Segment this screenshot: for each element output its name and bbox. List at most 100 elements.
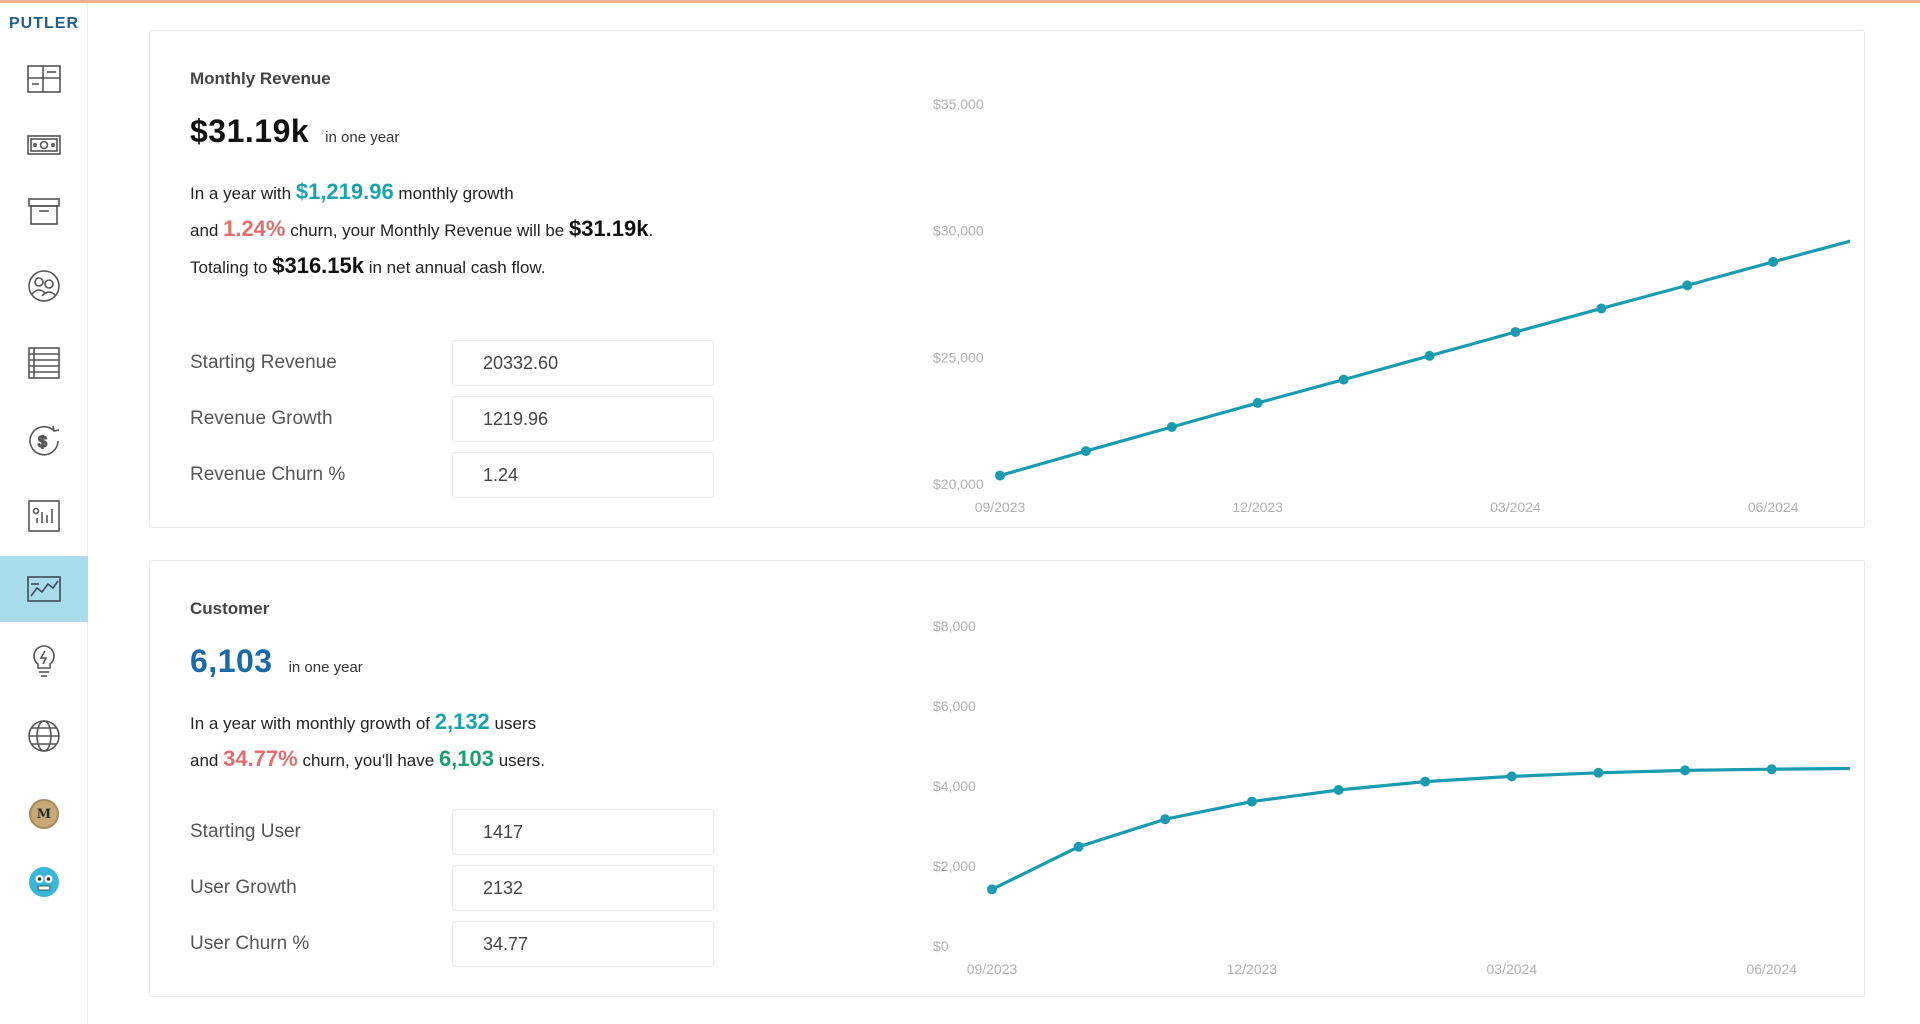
archive-box-icon <box>28 198 60 225</box>
app-logo[interactable]: PUTLER <box>9 15 79 32</box>
projected-value: $31.19k <box>568 216 649 241</box>
customers-icon <box>28 270 60 302</box>
products-nav[interactable] <box>0 178 88 244</box>
data-point[interactable] <box>1420 776 1431 787</box>
customers-nav[interactable] <box>0 253 88 319</box>
starting-user-input[interactable]: 1417 <box>452 809 714 855</box>
data-point[interactable] <box>1680 765 1691 776</box>
data-point[interactable] <box>1506 771 1517 782</box>
x-tick-label: 12/2023 <box>1232 499 1283 515</box>
reports-icon <box>28 500 60 532</box>
data-point[interactable] <box>1333 785 1344 795</box>
desc-text: In a year with <box>190 184 296 203</box>
data-point[interactable] <box>1424 350 1435 361</box>
y-tick-label: $30,000 <box>933 223 984 239</box>
churn-value: 34.77% <box>223 746 298 771</box>
revenue-description: In a year with $1,219.96 monthly growth … <box>190 174 653 285</box>
desc-text: Totaling to <box>190 258 273 277</box>
desc-text: monthly growth <box>393 184 514 203</box>
card-title: Monthly Revenue <box>190 69 331 88</box>
desc-text: and <box>190 751 224 770</box>
data-point[interactable] <box>1766 764 1777 775</box>
customer-forecast-chart: $0 $2,000 $4,000 $6,000 $8,000 09/2023 12/2023… <box>933 618 1850 977</box>
global-nav[interactable] <box>0 703 88 769</box>
user-growth-input[interactable]: 2132 <box>452 865 714 911</box>
svg-text:$: $ <box>38 434 47 451</box>
desc-text: churn, your Monthly Revenue will be <box>285 221 569 240</box>
desc-text: churn, you'll have <box>297 751 439 770</box>
help-nav[interactable] <box>0 849 88 915</box>
list-icon <box>28 347 60 379</box>
y-tick-label: $25,000 <box>933 349 984 365</box>
field-label: User Growth <box>190 877 297 898</box>
data-point[interactable] <box>1510 327 1521 337</box>
churn-value: 1.24% <box>223 216 286 241</box>
data-point[interactable] <box>1252 397 1263 408</box>
desc-text: users <box>489 714 537 733</box>
user-growth-row: User Growth 2132 <box>190 865 720 911</box>
starting-revenue-row: Starting Revenue 20332.60 <box>190 340 720 386</box>
data-point[interactable] <box>1596 303 1607 314</box>
forecast-value: 6,103 <box>190 643 273 679</box>
field-label: Revenue Churn % <box>190 464 346 485</box>
x-tick-label: 09/2023 <box>975 499 1026 515</box>
account-nav[interactable]: M <box>0 781 88 847</box>
globe-icon <box>28 720 60 752</box>
revenue-churn-row: Revenue Churn % 1.24 <box>190 452 720 498</box>
user-churn-row: User Churn % 34.77 <box>190 921 720 967</box>
data-point[interactable] <box>995 470 1005 481</box>
data-point[interactable] <box>1338 374 1349 385</box>
starting-user-row: Starting User 1417 <box>190 809 720 855</box>
y-tick-label: $8,000 <box>933 618 976 634</box>
customer-card: Customer 6,103 in one year In a year wit… <box>149 560 1865 997</box>
data-point[interactable] <box>1073 841 1084 852</box>
y-tick-label: $35,000 <box>933 96 984 112</box>
data-point[interactable] <box>1593 767 1604 778</box>
x-tick-label: 03/2024 <box>1490 499 1541 515</box>
series-line <box>999 239 1850 478</box>
x-tick-label: 06/2024 <box>1748 499 1799 515</box>
data-point[interactable] <box>1166 422 1177 432</box>
revenue-churn-input[interactable]: 1.24 <box>452 452 714 498</box>
x-tick-label: 12/2023 <box>1227 961 1278 977</box>
x-tick-label: 06/2024 <box>1746 961 1797 977</box>
data-point[interactable] <box>1160 814 1171 825</box>
field-label: Revenue Growth <box>190 408 333 429</box>
y-tick-label: $2,000 <box>933 858 976 874</box>
data-point[interactable] <box>1080 446 1091 457</box>
y-tick-label: $20,000 <box>933 476 984 492</box>
field-label: Starting Revenue <box>190 352 337 373</box>
top-accent-line <box>0 0 1920 3</box>
revenue-forecast-chart: $20,000 $25,000 $30,000 $35,000 09/2023 12/20… <box>933 96 1850 515</box>
y-tick-label: $4,000 <box>933 778 976 794</box>
revenue-growth-input[interactable]: 1219.96 <box>452 396 714 442</box>
growth-value: $1,219.96 <box>295 179 394 204</box>
data-point[interactable] <box>1682 280 1693 291</box>
projected-value: 6,103 <box>438 746 494 771</box>
dashboard-nav[interactable] <box>0 46 88 112</box>
series-line <box>991 766 1850 891</box>
subscriptions-nav[interactable]: $ <box>0 408 88 474</box>
sales-nav[interactable] <box>0 112 88 178</box>
data-point[interactable] <box>1246 796 1257 807</box>
starting-revenue-input[interactable]: 20332.60 <box>452 340 714 386</box>
user-churn-input[interactable]: 34.77 <box>452 921 714 967</box>
insights-nav[interactable] <box>0 628 88 694</box>
desc-text: In a year with monthly growth of <box>190 714 435 733</box>
desc-text: . <box>648 221 654 240</box>
y-tick-label: $6,000 <box>933 698 976 714</box>
insights-bulb-icon <box>33 645 55 677</box>
x-tick-label: 09/2023 <box>967 961 1018 977</box>
dashboard-icon <box>27 65 61 93</box>
data-point[interactable] <box>987 884 997 895</box>
data-point[interactable] <box>1768 256 1779 267</box>
revenue-growth-row: Revenue Growth 1219.96 <box>190 396 720 442</box>
desc-text: users. <box>494 751 546 770</box>
transactions-nav[interactable] <box>0 330 88 396</box>
account-avatar: M <box>29 799 59 829</box>
y-tick-label: $0 <box>933 938 949 954</box>
card-title: Customer <box>190 599 270 618</box>
forecast-nav[interactable] <box>0 556 88 622</box>
money-icon <box>27 135 61 155</box>
reports-nav[interactable] <box>0 483 88 549</box>
